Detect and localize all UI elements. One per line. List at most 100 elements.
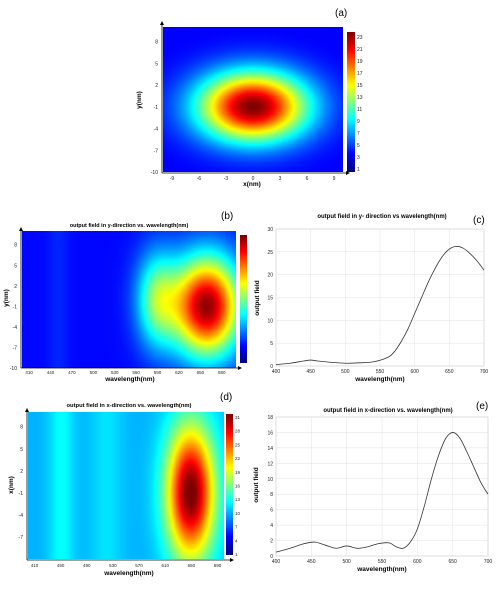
y-ticks-a: 8 5 2 -1 -4 -7 -10 <box>151 40 158 177</box>
y-tick-label-b: 5 <box>14 263 17 269</box>
x-tick-label-b: 650 <box>197 370 205 375</box>
x-tick-label-d: 410 <box>31 563 39 568</box>
x-tick-label-a: -9 <box>170 176 175 182</box>
x-ticks-b: 410 440 470 500 530 560 590 620 650 680 <box>25 370 226 375</box>
chart-c: output field in y- direction vs waveleng… <box>254 214 488 383</box>
x-tick-label-e: 650 <box>448 559 457 565</box>
x-tick-label-b: 500 <box>90 370 98 375</box>
chart-e: output field in x-direction vs. waveleng… <box>253 408 492 573</box>
colorbar-tick-label-d: 10 <box>235 511 241 516</box>
colorbar-ticks-d: 31 28 25 22 19 16 13 10 7 4 1 <box>235 415 241 557</box>
title-c: output field in y- direction vs waveleng… <box>317 214 446 220</box>
x-ticks-d: 410 450 490 530 570 610 650 690 <box>31 563 222 568</box>
colorbar-tick-label-d: 31 <box>235 415 241 420</box>
y-tick-label-c: 25 <box>267 250 273 256</box>
y-tick-label-b: -7 <box>13 345 18 351</box>
y-axis-label-b: y(nm) <box>3 289 10 307</box>
y-tick-label-b: 2 <box>14 284 17 290</box>
x-tick-label-b: 470 <box>68 370 76 375</box>
x-tick-label-b: 560 <box>132 370 140 375</box>
x-tick-label-e: 550 <box>378 559 387 565</box>
x-tick-label-e: 500 <box>342 559 351 565</box>
y-tick-label-a: -7 <box>154 148 159 154</box>
heatmap-b-image <box>22 231 236 368</box>
y-tick-label-e: 6 <box>270 508 273 514</box>
y-tick-label-e: 8 <box>270 492 273 498</box>
colorbar-tick-label-d: 22 <box>235 456 241 461</box>
y-tick-label-d: 5 <box>20 447 23 453</box>
colorbar-tick-label-d: 16 <box>235 484 241 489</box>
y-tick-label-e: 10 <box>267 477 273 483</box>
colorbar-ticks-a: 23 21 19 17 15 13 11 9 7 5 3 1 <box>357 35 363 173</box>
x-tick-label-e: 600 <box>413 559 422 565</box>
colorbar-tick-label-a: 11 <box>357 107 362 113</box>
colorbar-tick-label-a: 19 <box>357 59 363 65</box>
colorbar-b <box>240 235 247 363</box>
y-tick-label-e: 2 <box>270 539 273 545</box>
x-tick-label-b: 680 <box>218 370 226 375</box>
y-tick-label-d: -4 <box>19 513 24 519</box>
panel-label-e: (e) <box>476 401 488 412</box>
y-tick-label-a: 5 <box>155 61 158 67</box>
x-axis-label-a: x(nm) <box>243 181 261 188</box>
y-ticks-b: 8 5 2 -1 -4 -7 -10 <box>10 243 17 372</box>
colorbar-tick-label-a: 3 <box>357 155 360 161</box>
series-line-c <box>275 245 485 366</box>
colorbar-tick-label-d: 13 <box>235 497 241 502</box>
y-tick-label-a: 8 <box>155 40 158 46</box>
x-axis-label-c: wavelength(nm) <box>354 376 404 383</box>
panel-label-b: (b) <box>221 211 233 222</box>
title-b: output field in y-direction vs. waveleng… <box>70 223 189 229</box>
colorbar-tick-label-a: 1 <box>357 167 360 173</box>
panel-label-d: (d) <box>220 392 232 403</box>
x-axis-label-b: wavelength(nm) <box>104 376 154 383</box>
y-ticks-e: 0 2 4 6 8 10 12 14 16 18 <box>267 415 273 560</box>
y-tick-label-e: 16 <box>267 430 273 436</box>
colorbar-tick-label-d: 4 <box>235 538 238 543</box>
x-tick-label-b: 620 <box>175 370 183 375</box>
x-tick-label-c: 550 <box>376 369 385 375</box>
y-axis-label-d: x(nm) <box>8 476 15 494</box>
series-line-e <box>275 432 489 553</box>
colorbar-tick-label-a: 7 <box>357 131 360 137</box>
y-tick-label-b: -1 <box>13 304 18 310</box>
x-tick-label-d: 650 <box>188 563 196 568</box>
heatmap-d-image <box>28 412 224 559</box>
x-tick-label-c: 450 <box>306 369 315 375</box>
y-tick-label-d: 2 <box>20 469 23 475</box>
y-tick-label-e: 0 <box>270 554 273 560</box>
colorbar-tick-label-a: 15 <box>357 83 363 89</box>
x-tick-label-c: 700 <box>480 369 489 375</box>
x-tick-label-e: 450 <box>307 559 316 565</box>
colorbar-tick-label-d: 19 <box>235 470 241 475</box>
title-e: output field in x-direction vs. waveleng… <box>323 408 452 414</box>
x-tick-label-b: 530 <box>111 370 119 375</box>
y-tick-label-d: -7 <box>19 535 24 541</box>
y-axis-label-c: output field <box>254 280 261 315</box>
x-tick-label-a: 9 <box>333 176 336 182</box>
colorbar-tick-label-a: 17 <box>357 71 363 77</box>
grid-e <box>275 416 489 557</box>
colorbar-tick-label-a: 9 <box>357 119 360 125</box>
x-tick-label-d: 450 <box>57 563 65 568</box>
x-axis-label-d: wavelength(nm) <box>103 570 153 577</box>
colorbar-tick-label-a: 13 <box>357 95 363 101</box>
y-tick-label-a: -1 <box>154 105 159 111</box>
y-tick-label-e: 4 <box>270 523 273 529</box>
grid-c <box>275 228 485 367</box>
colorbar-a <box>347 32 355 172</box>
x-tick-label-b: 590 <box>154 370 162 375</box>
colorbar-d <box>226 414 233 555</box>
y-tick-label-b: 8 <box>14 243 17 249</box>
x-tick-label-e: 400 <box>272 559 281 565</box>
colorbar-tick-label-d: 7 <box>235 525 238 530</box>
colorbar-tick-label-d: 28 <box>235 429 241 434</box>
y-tick-label-e: 18 <box>267 415 273 421</box>
y-tick-label-c: 5 <box>270 341 273 347</box>
heatmap-a-image <box>163 27 343 172</box>
x-tick-label-a: 6 <box>306 176 309 182</box>
x-tick-label-b: 410 <box>25 370 33 375</box>
y-tick-label-a: 2 <box>155 83 158 89</box>
